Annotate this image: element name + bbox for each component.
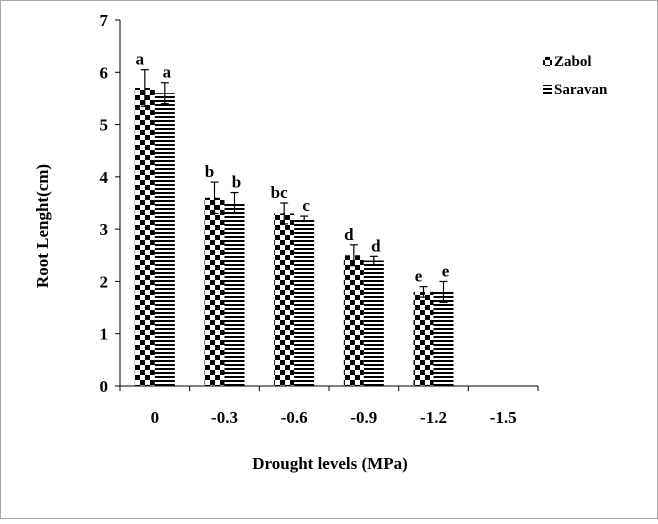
bar-saravan-3 — [363, 260, 384, 386]
legend: Zabol Saravan — [543, 54, 608, 98]
error-bar-saravan-2 — [300, 215, 309, 222]
error-bar-saravan-3 — [369, 255, 378, 266]
x-tick-label: -1.2 — [420, 408, 447, 427]
bar-saravan-4 — [433, 291, 454, 386]
bar-saravan-1 — [224, 203, 245, 386]
y-tick-label: 1 — [100, 325, 109, 344]
legend-label-zabol: Zabol — [554, 54, 592, 70]
y-tick-label: 0 — [100, 377, 109, 396]
significance-letter: d — [371, 236, 381, 255]
x-tick-label: -1.5 — [490, 408, 517, 427]
y-tick-label: 4 — [100, 168, 109, 187]
y-tick-label: 5 — [100, 116, 109, 135]
legend-swatch-zabol — [543, 57, 552, 66]
x-tick-label: -0.6 — [281, 408, 308, 427]
x-axis-label: Drought levels (MPa) — [252, 454, 408, 473]
y-ticks: 0 1 2 3 4 5 6 7 — [100, 11, 120, 396]
bar-zabol-2 — [274, 213, 295, 386]
significance-letter: bc — [271, 183, 288, 202]
error-bar-saravan-1 — [230, 191, 239, 215]
error-bar-zabol-1 — [210, 181, 219, 215]
legend-swatch-saravan — [543, 85, 552, 94]
y-tick-label: 3 — [100, 220, 109, 239]
y-tick-label: 6 — [100, 63, 109, 82]
error-bar-zabol-3 — [349, 244, 358, 267]
error-bar-zabol-0 — [140, 69, 149, 107]
error-bar-zabol-4 — [419, 286, 428, 298]
x-tick-label: 0 — [151, 408, 160, 427]
significance-letter: e — [415, 267, 423, 286]
bars-layer — [134, 87, 454, 386]
bar-saravan-0 — [154, 93, 175, 386]
y-tick-label: 7 — [100, 11, 109, 30]
x-ticks: 0 -0.3 -0.6 -0.9 -1.2 -1.5 — [119, 386, 539, 427]
legend-label-saravan: Saravan — [554, 82, 608, 98]
bar-saravan-2 — [294, 218, 315, 386]
error-bar-zabol-2 — [280, 202, 289, 225]
significance-letter: d — [344, 225, 354, 244]
significance-letter: a — [163, 63, 172, 82]
y-axis-label: Root Lenght(cm) — [33, 164, 52, 288]
y-tick-label: 2 — [100, 272, 109, 291]
error-bar-saravan-4 — [439, 280, 448, 303]
bar-zabol-4 — [413, 291, 434, 386]
significance-letter: a — [136, 50, 145, 69]
error-bar-saravan-0 — [160, 82, 169, 105]
x-tick-label: -0.3 — [211, 408, 238, 427]
significance-letter: b — [232, 173, 241, 192]
significance-letter: b — [205, 162, 214, 181]
error-bars-layer — [140, 69, 448, 303]
bar-zabol-3 — [343, 255, 364, 386]
bar-zabol-1 — [204, 197, 225, 386]
x-tick-label: -0.9 — [350, 408, 377, 427]
legend-item-saravan: Saravan — [543, 82, 608, 98]
significance-letter: e — [442, 261, 450, 280]
legend-item-zabol: Zabol — [543, 54, 592, 70]
significance-letter: c — [302, 196, 310, 215]
bar-zabol-0 — [134, 87, 155, 386]
